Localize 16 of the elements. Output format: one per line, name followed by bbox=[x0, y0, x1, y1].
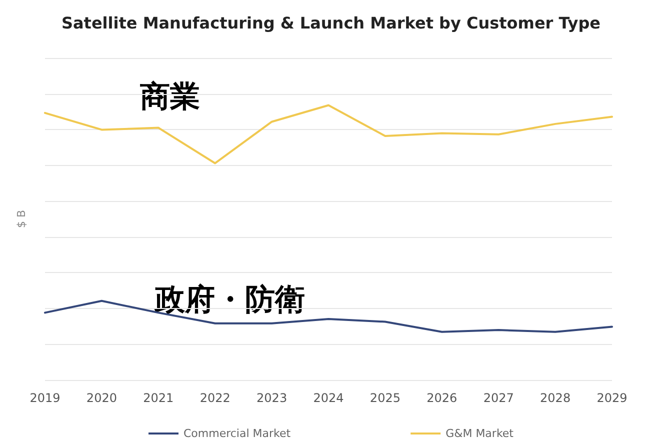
annotation: 商業 bbox=[140, 80, 200, 114]
x-tick-label: 2026 bbox=[426, 391, 458, 405]
x-tick-label: 2019 bbox=[30, 391, 60, 405]
chart-title: Satellite Manufacturing & Launch Market by Customer Type bbox=[61, 14, 601, 32]
x-tick-label: 2020 bbox=[86, 391, 117, 405]
x-tick-label: 2029 bbox=[596, 391, 628, 405]
x-tick-label: 2028 bbox=[540, 391, 571, 405]
x-tick-label: 2027 bbox=[483, 391, 514, 405]
y-axis-title: $ B bbox=[15, 210, 28, 228]
legend-label: G&M Market bbox=[446, 427, 514, 440]
x-tick-label: 2025 bbox=[370, 391, 400, 405]
x-tick-label: 2022 bbox=[200, 391, 230, 405]
legend-label: Commercial Market bbox=[184, 427, 292, 440]
x-tick-label: 2023 bbox=[256, 391, 288, 405]
x-tick-label: 2024 bbox=[313, 391, 344, 405]
x-tick-label: 2021 bbox=[143, 391, 174, 405]
